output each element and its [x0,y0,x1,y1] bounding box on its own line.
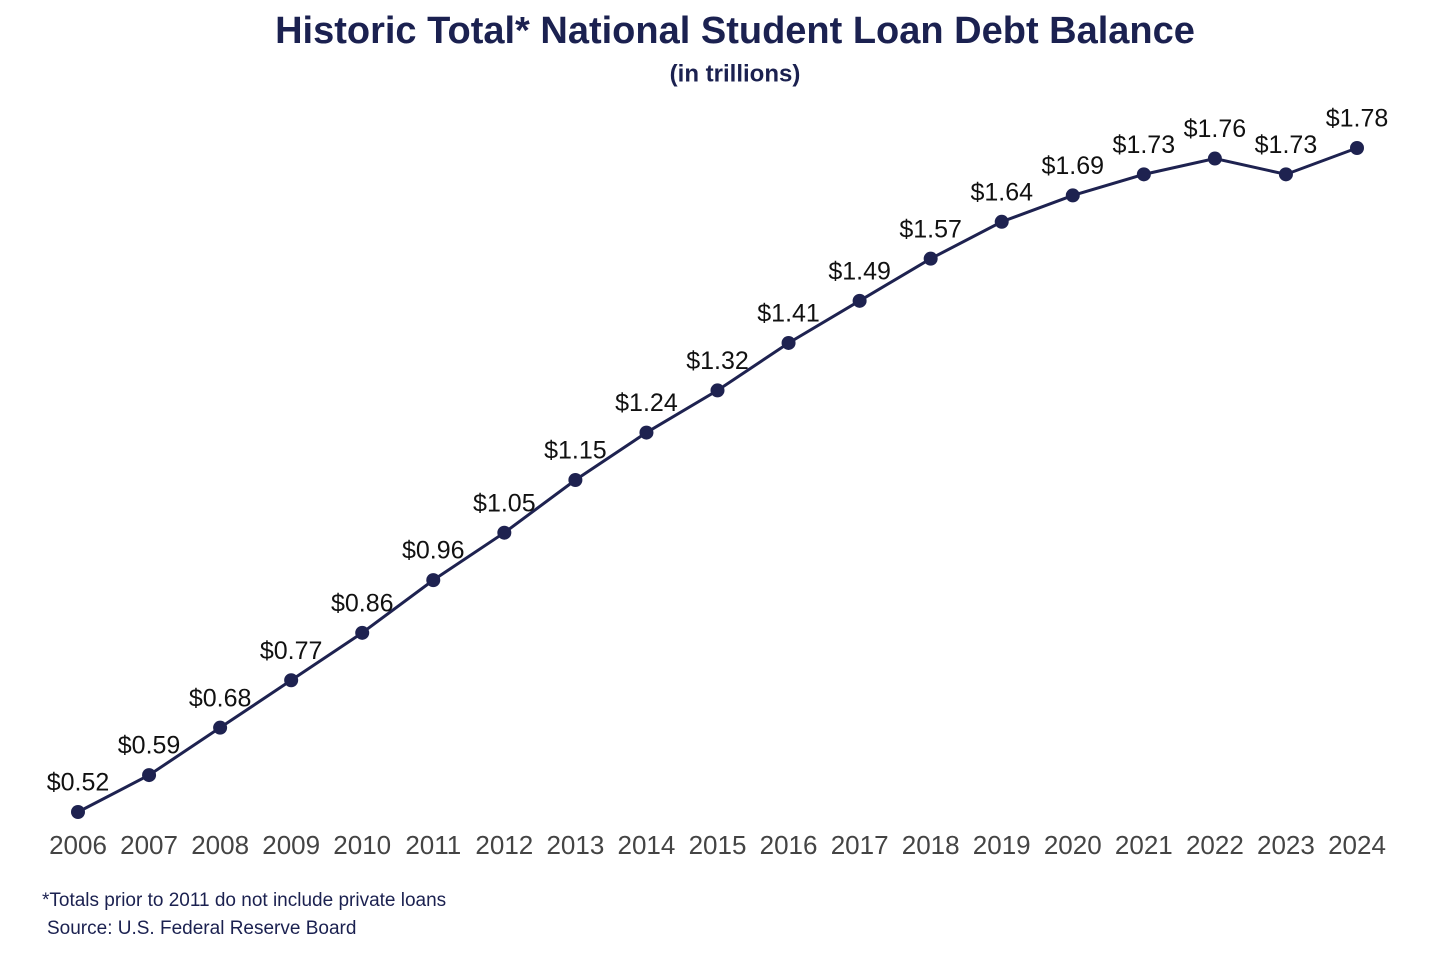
x-tick-label: 2017 [831,830,889,860]
x-tick-label: 2006 [49,830,107,860]
point [1065,188,1080,203]
x-tick-label: 2021 [1115,830,1173,860]
value-label: $1.24 [615,389,678,417]
point [213,720,228,735]
value-label: $0.77 [260,637,323,665]
value-label: $1.69 [1041,152,1104,180]
x-tick-label: 2020 [1044,830,1102,860]
value-label: $1.78 [1326,105,1389,133]
x-tick-label: 2024 [1328,830,1386,860]
point [1207,151,1222,166]
value-label: $0.68 [189,684,252,712]
point [142,768,157,783]
x-tick-label: 2016 [760,830,818,860]
value-label: $0.59 [118,732,181,760]
value-label: $1.32 [686,347,749,375]
x-tick-label: 2012 [475,830,533,860]
source: Source: U.S. Federal Reserve Board [47,918,356,939]
point [852,293,867,308]
footnote: *Totals prior to 2011 do not include pri… [42,890,446,911]
point [923,251,938,266]
value-label: $1.73 [1255,131,1318,159]
x-tick-label: 2022 [1186,830,1244,860]
point [497,525,512,540]
value-label: $0.96 [402,537,465,565]
point [1350,141,1364,155]
x-tick-label: 2013 [546,830,604,860]
point [994,214,1009,229]
point [355,625,370,640]
point [568,473,583,487]
value-label: $1.73 [1113,131,1176,159]
x-tick-label: 2014 [618,830,676,860]
value-label: $1.57 [899,215,962,243]
value-label: $1.41 [757,300,820,328]
point [71,805,85,819]
x-tick-label: 2010 [333,830,391,860]
value-label: $1.05 [473,489,536,517]
chart-title: Historic Total* National Student Loan De… [275,10,1195,52]
point [639,425,654,440]
value-label: $1.76 [1184,115,1247,143]
point [781,335,796,350]
x-tick-label: 2023 [1257,830,1315,860]
x-tick-label: 2008 [191,830,249,860]
point [710,383,725,398]
point [1136,167,1151,182]
chart-subtitle: (in trillions) [670,60,801,87]
value-label: $1.15 [544,437,607,465]
x-tick-label: 2007 [120,830,178,860]
x-tick-label: 2009 [262,830,320,860]
point [284,673,299,688]
value-label: $0.52 [47,769,110,797]
point [1278,167,1293,182]
x-tick-label: 2015 [689,830,747,860]
x-tick-label: 2011 [405,830,461,860]
value-label: $1.64 [970,178,1033,206]
x-tick-label: 2018 [902,830,960,860]
line [77,146,1358,814]
point [426,573,441,588]
value-label: $0.86 [331,589,394,617]
x-tick-label: 2019 [973,830,1031,860]
value-label: $1.49 [828,257,891,285]
